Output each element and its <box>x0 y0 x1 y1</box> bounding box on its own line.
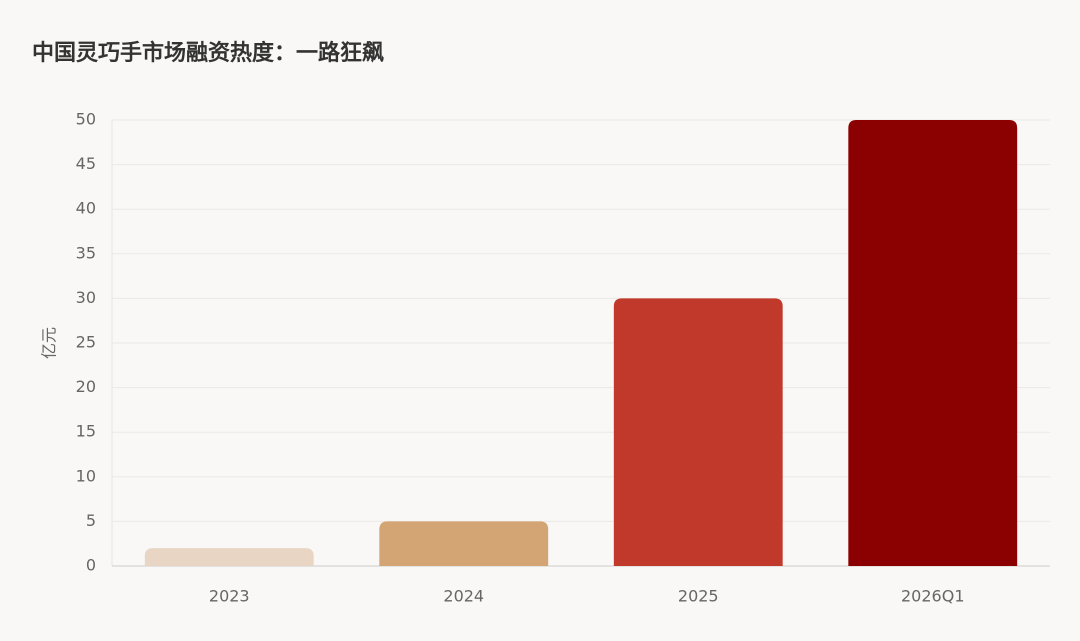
y-tick-label: 25 <box>76 333 96 352</box>
bar <box>848 120 1018 566</box>
bar <box>613 298 783 566</box>
y-axis-label: 亿元 <box>40 327 59 359</box>
chart-title: 中国灵巧手市场融资热度：一路狂飙 <box>32 40 384 66</box>
y-tick-label: 30 <box>76 288 96 307</box>
y-tick-label: 5 <box>86 511 96 530</box>
bar <box>379 521 549 566</box>
x-tick-label: 2026Q1 <box>901 587 965 606</box>
y-tick-label: 0 <box>86 556 96 575</box>
x-tick-label: 2025 <box>678 587 719 606</box>
bar <box>144 548 314 566</box>
y-tick-label: 45 <box>76 154 96 173</box>
y-tick-label: 35 <box>76 243 96 262</box>
y-tick-label: 10 <box>76 466 96 485</box>
y-tick-label: 15 <box>76 422 96 441</box>
y-tick-label: 20 <box>76 377 96 396</box>
x-tick-label: 2024 <box>443 587 484 606</box>
y-tick-label: 50 <box>76 110 96 129</box>
x-tick-label: 2023 <box>209 587 250 606</box>
y-tick-label: 40 <box>76 199 96 218</box>
